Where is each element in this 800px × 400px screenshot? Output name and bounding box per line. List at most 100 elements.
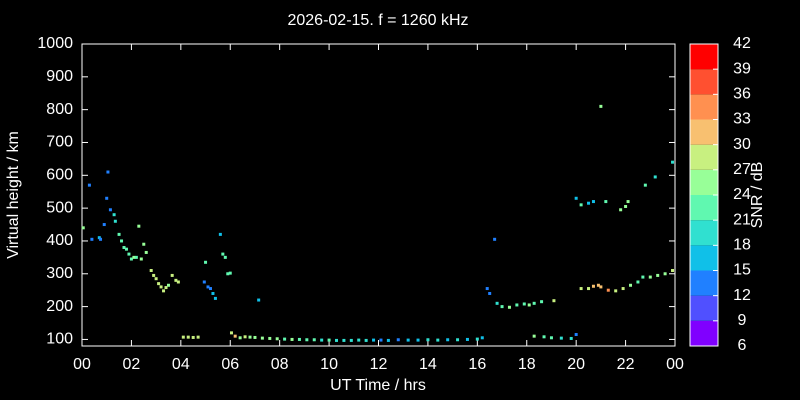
y-tick-label: 400 [46,232,73,249]
colorbar-band [690,295,718,321]
data-point [614,289,618,293]
colorbar-tick-label: 39 [733,60,751,77]
data-point [396,338,400,342]
data-point [364,338,368,342]
colorbar-tick-label: 18 [733,237,751,254]
data-point [174,278,178,282]
data-point [436,338,440,342]
data-point [643,183,647,187]
data-point [507,305,511,309]
colorbar-band [690,144,718,170]
data-point [218,232,222,236]
plot-frame [81,43,676,347]
data-point [170,273,174,277]
colorbar-band [690,69,718,95]
data-point [97,236,101,240]
data-point [117,232,121,236]
data-point [621,287,625,291]
data-point [480,336,484,340]
data-point [202,280,206,284]
data-point [139,257,143,261]
x-tick-label: 20 [567,356,585,373]
data-point [515,303,519,307]
data-point [120,239,124,243]
x-tick-label: 18 [518,356,536,373]
data-point [416,338,420,342]
data-point [671,269,675,272]
x-tick-label: 10 [320,356,338,373]
data-point [297,337,301,341]
x-tick-label: 16 [468,356,486,373]
data-point [132,255,136,259]
colorbar-tick-label: 6 [738,337,747,354]
data-point [619,208,623,212]
data-point [629,283,633,287]
data-point [81,226,85,230]
data-point [142,242,146,246]
data-point [626,200,630,204]
colorbar-band [690,94,718,120]
data-point [154,277,158,281]
data-point [656,273,660,277]
data-point [599,285,603,289]
data-point [191,335,195,339]
data-point [327,338,331,342]
data-point [540,300,544,304]
data-point [599,104,603,108]
data-point [290,337,294,341]
data-point [248,335,252,339]
data-point [102,223,106,227]
y-tick-label: 100 [46,331,73,348]
y-tick-label: 900 [46,68,73,85]
data-point [579,203,583,207]
data-point [493,237,497,241]
data-point [372,338,376,342]
y-tick-label: 600 [46,167,73,184]
data-point [228,271,232,275]
x-tick-label: 22 [617,356,635,373]
data-point [208,287,212,291]
data-point [342,338,346,342]
colorbar-tick-label: 15 [733,262,751,279]
x-tick-label: 00 [666,356,684,373]
data-point [204,260,208,264]
data-point [549,336,553,340]
data-point [426,338,430,342]
data-point [226,272,230,276]
data-point [312,338,316,342]
data-point [320,338,324,342]
colorbar-band [690,320,718,346]
data-point [587,287,591,291]
data-point [176,280,180,284]
data-point [587,201,591,205]
colorbar-tick-label: 36 [733,86,751,103]
data-point [485,287,489,291]
data-point [129,257,133,261]
data-point [349,338,353,342]
data-point [105,196,109,200]
x-tick-label: 14 [419,356,437,373]
data-point [238,336,242,340]
chart-title: 2026-02-15. f = 1260 kHz [287,12,468,29]
data-point [213,296,217,300]
data-point [532,301,536,305]
data-point [186,335,190,339]
data-point [532,334,536,338]
data-point [406,338,410,342]
data-point [495,301,499,305]
data-point [579,287,583,291]
data-point [221,252,225,256]
data-point [253,335,257,339]
colorbar-band [690,119,718,145]
data-point [522,302,526,306]
colorbar-tick-label: 9 [738,312,747,329]
data-point [569,336,573,340]
data-point [127,252,131,256]
data-point [636,280,640,284]
colorbar-tick-label: 33 [733,111,751,128]
data-point [108,208,112,212]
data-point [157,282,161,286]
colorbar-tick-label: 30 [733,136,751,153]
data-point [87,183,91,187]
